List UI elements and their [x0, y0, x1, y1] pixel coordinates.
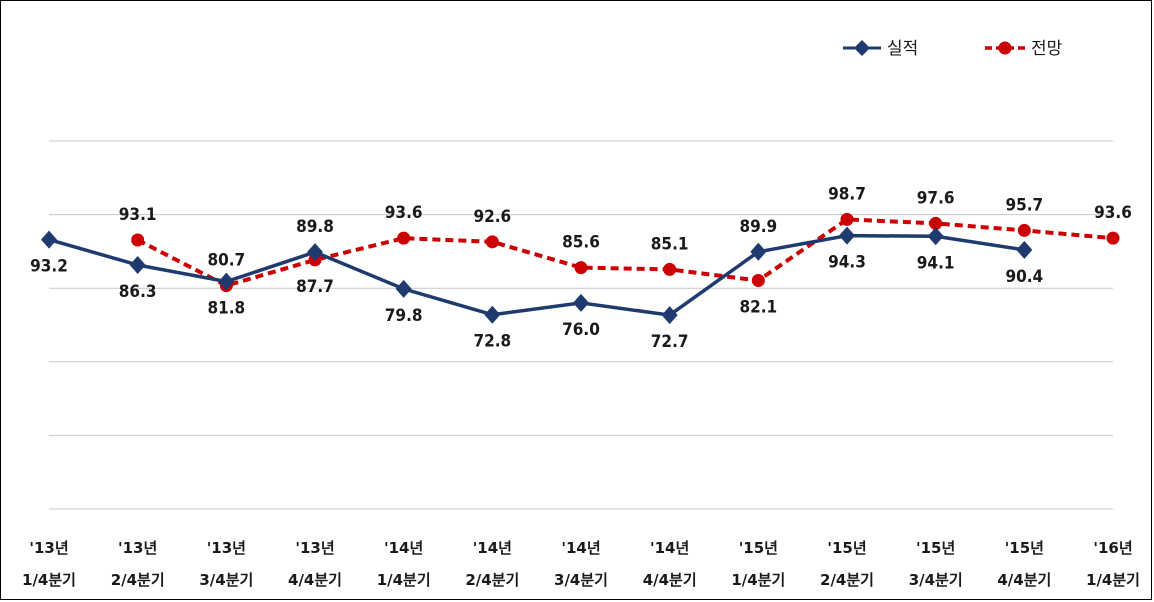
- x-tick-quarter: 4/4분기: [643, 571, 697, 589]
- x-tick-quarter: 2/4분기: [111, 571, 165, 589]
- legend-actual-marker: [854, 40, 870, 56]
- forecast-point: [397, 231, 411, 245]
- x-tick-year: '13년: [295, 539, 334, 557]
- actual-data-label: 89.9: [739, 217, 777, 237]
- actual-data-label: 90.4: [1005, 267, 1043, 287]
- x-tick-year: '13년: [29, 539, 68, 557]
- forecast-data-label: 95.7: [1005, 195, 1043, 215]
- series-lines: [48, 217, 1114, 317]
- actual-data-label: 94.1: [917, 253, 955, 273]
- forecast-data-label: 82.1: [739, 297, 777, 317]
- x-tick-quarter: 1/4분기: [22, 571, 76, 589]
- legend-forecast-marker: [998, 41, 1012, 55]
- forecast-data-label: 98.7: [828, 184, 866, 204]
- x-tick-quarter: 4/4분기: [288, 571, 342, 589]
- legend-item-actual: 실적: [843, 39, 918, 59]
- actual-point: [1016, 240, 1033, 259]
- forecast-point: [485, 235, 499, 249]
- forecast-point: [1017, 223, 1031, 237]
- forecast-data-label: 80.7: [207, 251, 245, 271]
- data-labels: 93.1 80.7 87.7 93.6 92.6 85.6 85.1 82.1 98.7 97.6…: [30, 184, 1132, 352]
- x-tick-year: '13년: [207, 539, 246, 557]
- actual-data-label: 72.7: [651, 332, 689, 352]
- forecast-point: [929, 216, 943, 230]
- forecast-data-label: 93.1: [119, 205, 157, 225]
- x-tick-year: '14년: [561, 539, 600, 557]
- forecast-data-label: 93.6: [385, 203, 423, 223]
- x-tick-year: '15년: [916, 539, 955, 557]
- legend-actual-label: 실적: [887, 39, 918, 59]
- x-tick-quarter: 4/4분기: [997, 571, 1051, 589]
- actual-point: [484, 305, 501, 324]
- actual-point: [218, 272, 235, 291]
- x-tick-quarter: 3/4분기: [909, 571, 963, 589]
- actual-point: [750, 242, 767, 261]
- x-axis-ticks: '13년 1/4분기 '13년 2/4분기 '13년 3/4분기 '13년 4/4분기 '14년…: [22, 539, 1140, 589]
- actual-point: [395, 279, 412, 298]
- forecast-point: [663, 262, 677, 276]
- x-tick-quarter: 3/4분기: [199, 571, 253, 589]
- x-tick-quarter: 1/4분기: [1086, 571, 1140, 589]
- actual-data-label: 89.8: [296, 217, 334, 237]
- forecast-data-label: 93.6: [1094, 203, 1132, 223]
- actual-data-label: 81.8: [207, 299, 245, 319]
- actual-point: [927, 227, 944, 246]
- actual-series-line: [48, 233, 1025, 317]
- actual-point: [307, 243, 323, 262]
- actual-data-label: 72.8: [473, 332, 511, 352]
- x-tick-year: '14년: [384, 539, 423, 557]
- legend: 실적 전망: [843, 39, 1063, 59]
- actual-point: [839, 226, 855, 245]
- x-tick-quarter: 1/4분기: [731, 571, 785, 589]
- forecast-point: [840, 212, 854, 226]
- series-markers: [41, 212, 1120, 325]
- forecast-data-label: 87.7: [296, 277, 334, 297]
- actual-data-label: 79.8: [385, 306, 423, 326]
- actual-data-label: 86.3: [119, 282, 157, 302]
- actual-data-label: 94.3: [828, 253, 866, 273]
- legend-forecast-label: 전망: [1031, 39, 1063, 59]
- actual-data-label: 76.0: [562, 320, 600, 340]
- forecast-point: [751, 273, 765, 287]
- forecast-point: [574, 261, 588, 275]
- x-tick-year: '15년: [827, 539, 866, 557]
- x-tick-year: '14년: [473, 539, 512, 557]
- legend-item-forecast: 전망: [985, 39, 1063, 59]
- forecast-data-label: 92.6: [473, 207, 511, 227]
- x-tick-year: '16년: [1093, 539, 1132, 557]
- x-tick-year: '14년: [650, 539, 689, 557]
- forecast-point: [131, 233, 145, 247]
- x-tick-year: '15년: [1005, 539, 1044, 557]
- forecast-point: [1106, 231, 1120, 245]
- actual-point: [41, 230, 57, 249]
- forecast-data-label: 97.6: [917, 188, 955, 208]
- x-tick-quarter: 2/4분기: [465, 571, 519, 589]
- forecast-series-line: [136, 217, 1114, 288]
- actual-point: [661, 306, 678, 325]
- actual-data-label: 93.2: [30, 257, 68, 277]
- actual-point: [573, 293, 589, 312]
- forecast-data-label: 85.1: [651, 234, 689, 254]
- forecast-data-label: 85.6: [562, 233, 600, 253]
- x-tick-quarter: 1/4분기: [377, 571, 431, 589]
- x-tick-quarter: 2/4분기: [820, 571, 874, 589]
- x-tick-year: '13년: [118, 539, 157, 557]
- actual-point: [129, 256, 146, 275]
- x-tick-year: '15년: [739, 539, 778, 557]
- x-tick-quarter: 3/4분기: [554, 571, 608, 589]
